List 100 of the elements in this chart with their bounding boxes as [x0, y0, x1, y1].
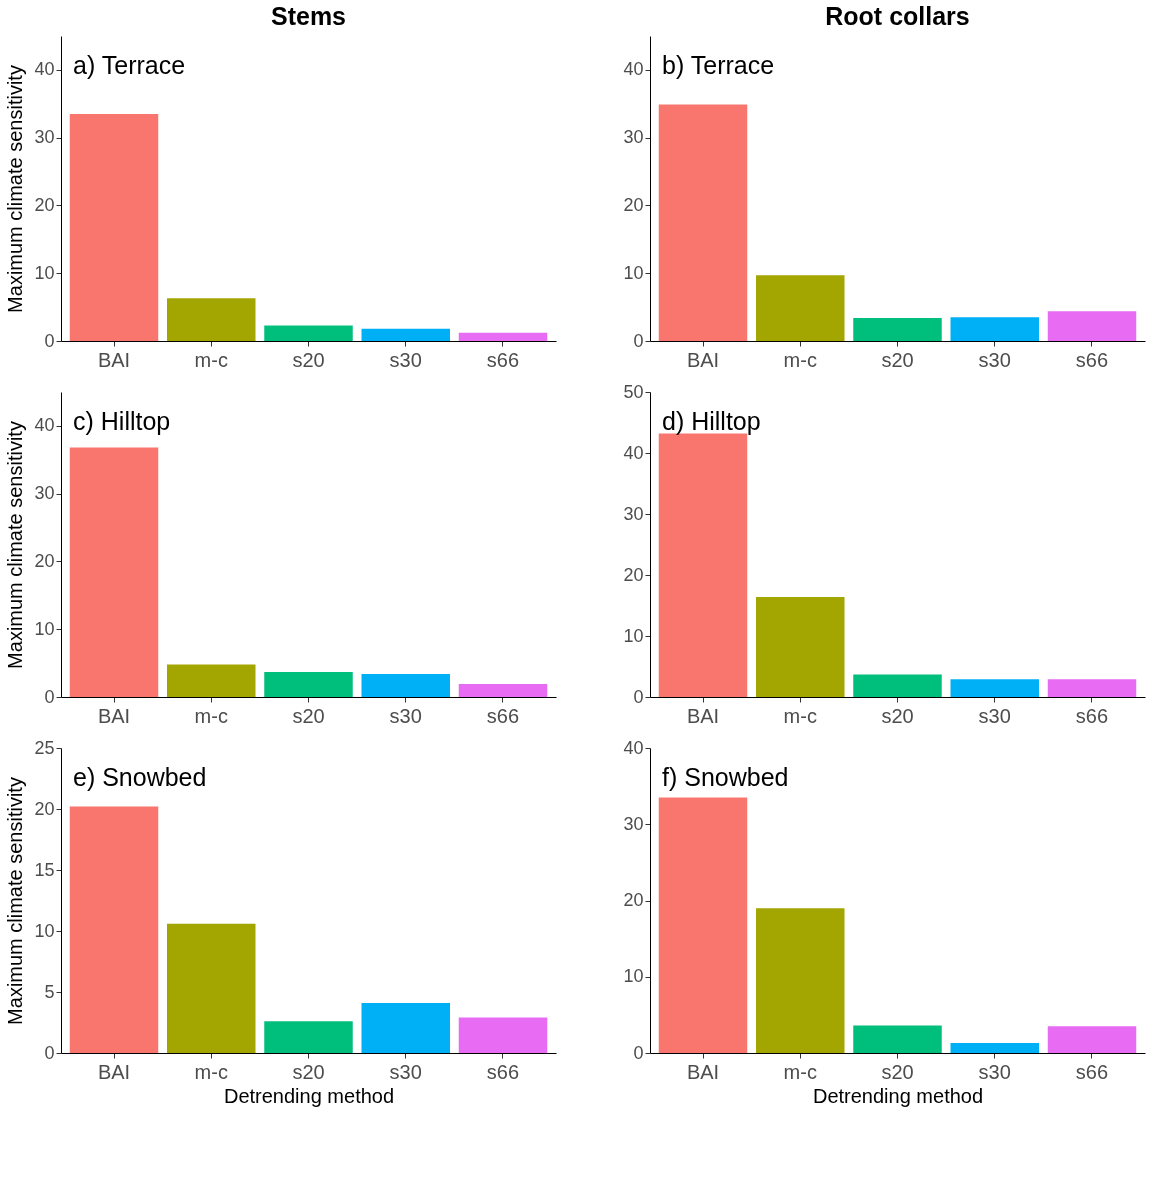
annotation: b) Terrace: [662, 51, 775, 79]
bar: [167, 298, 256, 341]
x-tick-label: s30: [978, 704, 1011, 727]
bar: [950, 317, 1039, 341]
bar: [853, 674, 942, 697]
y-tick-label: 40: [34, 59, 55, 80]
bar: [658, 433, 748, 697]
bar: [658, 104, 748, 341]
y-tick-label: 40: [623, 59, 644, 80]
bar: [853, 317, 942, 341]
x-tick-label: s30: [389, 1060, 422, 1083]
bar: [950, 679, 1039, 697]
x-tick-label: BAI: [686, 1060, 720, 1083]
bar: [69, 113, 159, 341]
x-tick-label: s20: [292, 704, 325, 727]
y-tick-label: 10: [623, 262, 644, 283]
annotation: f) Snowbed: [662, 763, 789, 791]
y-tick-label: 0: [633, 686, 644, 707]
y-tick-label: 30: [34, 127, 55, 148]
bar: [756, 275, 845, 341]
y-axis-title: Maximum climate sensitivity: [4, 777, 27, 1025]
x-tick-label: m-c: [783, 704, 817, 727]
x-tick-label: s66: [486, 348, 520, 371]
annotation: c) Hilltop: [73, 407, 171, 435]
x-tick-label: s30: [389, 704, 422, 727]
x-tick-label: s66: [486, 704, 520, 727]
bar: [264, 325, 353, 341]
x-tick-label: s30: [978, 1060, 1011, 1083]
x-tick-label: s20: [881, 704, 914, 727]
y-tick-label: 30: [623, 813, 644, 834]
bar: [167, 664, 256, 697]
bar: [458, 684, 548, 697]
x-tick-label: s20: [292, 1060, 325, 1083]
y-tick-label: 20: [623, 890, 644, 910]
y-tick-label: 50: [623, 381, 644, 402]
y-tick-label: 25: [34, 737, 55, 758]
y-tick-label: 40: [34, 415, 55, 436]
bar: [756, 908, 845, 1053]
bar: [458, 332, 548, 341]
bar: [167, 923, 256, 1053]
y-tick-label: 40: [623, 737, 644, 758]
bar: [69, 806, 159, 1053]
bar: [1047, 1026, 1137, 1053]
x-tick-label: m-c: [783, 348, 817, 371]
x-tick-label: BAI: [686, 704, 720, 727]
x-axis-title: Detrending method: [812, 1084, 984, 1107]
y-axis-title: Maximum climate sensitivity: [4, 65, 27, 313]
y-tick-label: 30: [34, 483, 55, 504]
y-tick-label: 20: [34, 550, 55, 571]
x-tick-label: BAI: [686, 348, 720, 371]
bar: [458, 1017, 548, 1053]
bar: [853, 1025, 942, 1053]
bar: [264, 671, 353, 697]
x-tick-label: s30: [978, 348, 1011, 371]
x-tick-label: s66: [486, 1060, 520, 1083]
y-axis-title: Maximum climate sensitivity: [4, 421, 27, 669]
x-tick-label: BAI: [97, 348, 131, 371]
annotation: a) Terrace: [73, 51, 186, 79]
y-tick-label: 15: [34, 859, 55, 880]
y-tick-label: 30: [623, 503, 644, 524]
y-tick-label: 10: [34, 920, 55, 941]
annotation: e) Snowbed: [73, 763, 207, 791]
annotation: d) Hilltop: [662, 407, 761, 435]
bar: [361, 1002, 450, 1053]
y-tick-label: 20: [623, 194, 644, 215]
x-tick-label: m-c: [194, 704, 228, 727]
y-tick-label: 20: [34, 798, 55, 819]
x-tick-label: s66: [1075, 348, 1109, 371]
y-tick-label: 20: [34, 194, 55, 215]
bar: [1047, 679, 1137, 697]
x-tick-label: s30: [389, 348, 422, 371]
y-tick-label: 30: [623, 127, 644, 148]
bar: [69, 447, 159, 697]
x-tick-label: BAI: [97, 1060, 131, 1083]
y-tick-label: 0: [44, 330, 55, 351]
y-tick-label: 20: [623, 564, 644, 585]
y-tick-label: 10: [34, 262, 55, 283]
x-tick-label: m-c: [783, 1060, 817, 1083]
bar: [264, 1021, 353, 1053]
x-tick-label: s66: [1075, 1060, 1109, 1083]
y-tick-label: 10: [34, 618, 55, 639]
x-tick-label: s66: [1075, 704, 1109, 727]
chart-title: Stems: [270, 2, 347, 30]
x-tick-label: s20: [292, 348, 325, 371]
x-tick-label: BAI: [97, 704, 131, 727]
bar: [361, 328, 450, 341]
y-tick-label: 10: [623, 625, 644, 646]
bar: [361, 673, 450, 697]
bar: [1047, 311, 1137, 341]
bar: [950, 1043, 1039, 1053]
bar: [756, 596, 845, 697]
y-tick-label: 0: [633, 330, 644, 351]
x-axis-title: Detrending method: [223, 1084, 395, 1107]
bar: [658, 797, 748, 1053]
x-tick-label: m-c: [194, 1060, 228, 1083]
x-tick-label: s20: [881, 1060, 914, 1083]
x-tick-label: m-c: [194, 348, 228, 371]
x-tick-label: s20: [881, 348, 914, 371]
y-tick-label: 0: [633, 1042, 644, 1063]
y-tick-label: 40: [623, 442, 644, 463]
